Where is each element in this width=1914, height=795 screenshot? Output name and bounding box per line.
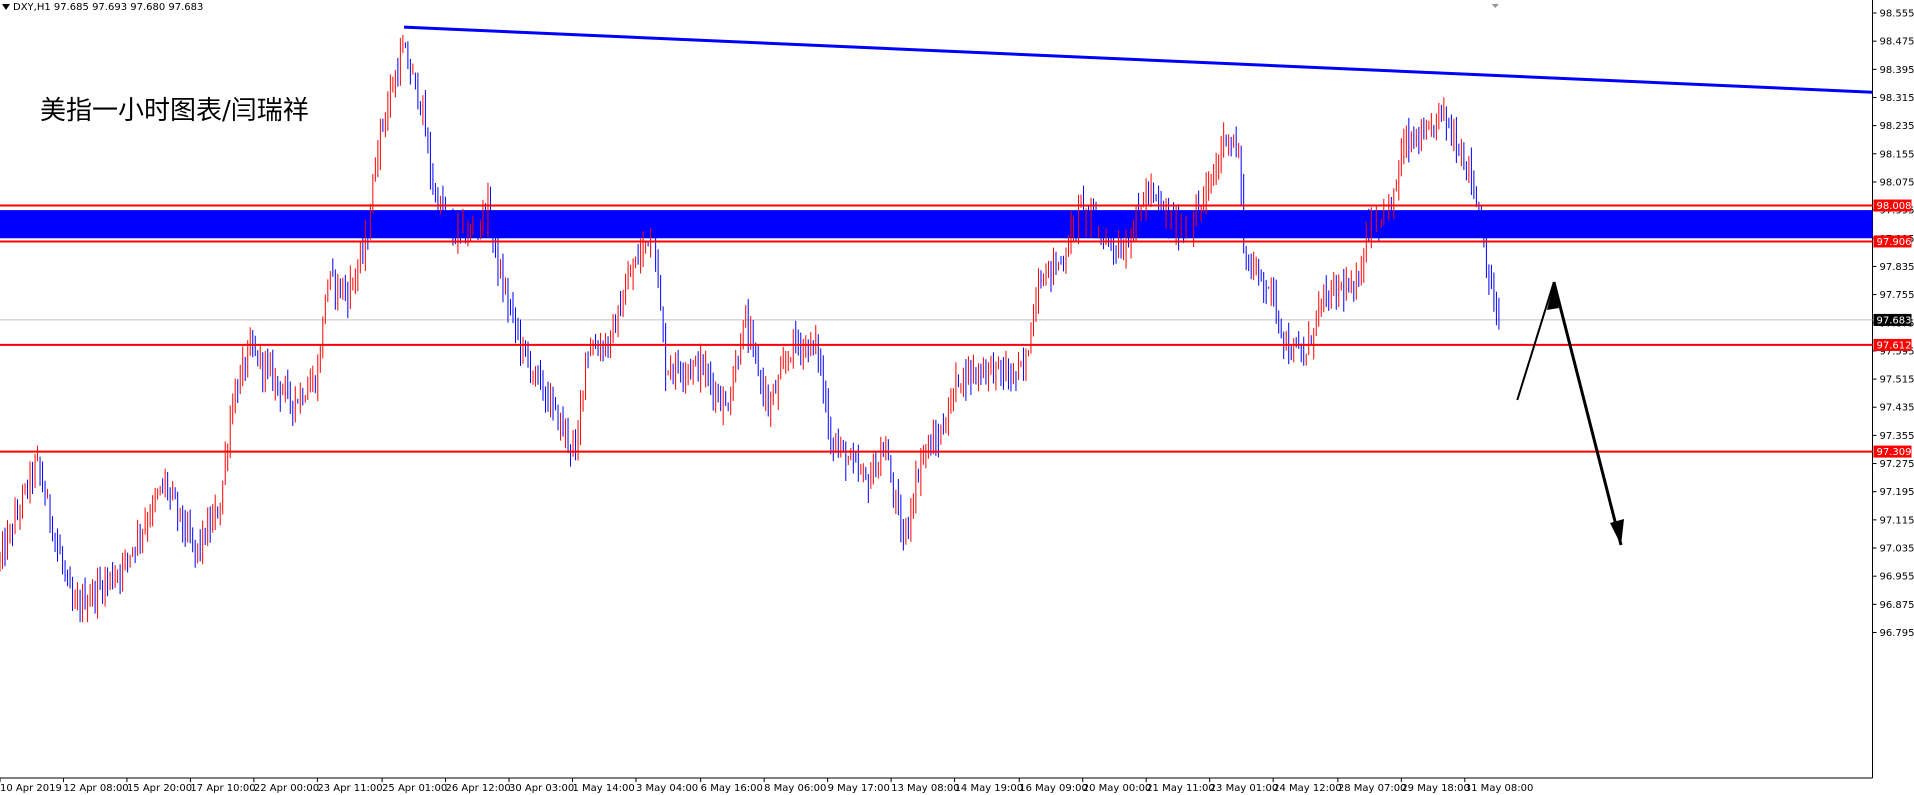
x-tick-label: 23 May 01:00 — [1210, 783, 1279, 794]
x-tick-label: 23 Apr 11:00 — [317, 783, 382, 794]
price-level-label: 97.612 — [1876, 340, 1911, 351]
resistance-zone — [0, 210, 1873, 239]
x-tick-label: 24 May 12:00 — [1273, 783, 1342, 794]
x-tick-label: 10 Apr 2019 — [0, 783, 62, 794]
y-tick-label: 97.755 — [1879, 290, 1914, 301]
y-tick-label: 97.035 — [1879, 544, 1914, 555]
y-tick-label: 97.355 — [1879, 431, 1914, 442]
x-tick-label: 22 Apr 00:00 — [254, 783, 319, 794]
forecast-arrowhead-up — [1546, 282, 1559, 310]
y-tick-label: 96.795 — [1879, 628, 1914, 639]
x-tick-label: 30 Apr 03:00 — [509, 783, 574, 794]
y-tick-label: 96.955 — [1879, 572, 1914, 583]
y-tick-label: 97.115 — [1879, 515, 1914, 526]
forecast-arrow-up — [1516, 281, 1555, 401]
symbol-info-text: DXY,H1 97.685 97.693 97.680 97.683 — [13, 2, 204, 13]
x-tick-label: 20 May 00:00 — [1083, 783, 1152, 794]
price-level-label-bg — [1873, 199, 1912, 212]
symbol-info: DXY,H1 97.685 97.693 97.680 97.683 — [2, 2, 203, 13]
y-tick-label: 97.515 — [1879, 375, 1914, 386]
current-price-label-bg — [1873, 313, 1912, 326]
scroll-marker-icon — [1491, 4, 1499, 8]
price-level-label: 97.309 — [1876, 447, 1911, 458]
price-level-label-bg — [1873, 338, 1912, 351]
x-tick-label: 26 Apr 12:00 — [446, 783, 511, 794]
x-tick-label: 14 May 19:00 — [955, 783, 1024, 794]
forecast-arrowhead-down — [1610, 519, 1625, 545]
y-tick-label: 98.075 — [1879, 177, 1914, 188]
collapse-triangle-icon[interactable] — [2, 4, 10, 10]
forecast-arrow-down — [1552, 281, 1623, 546]
x-tick-label: 6 May 16:00 — [701, 783, 763, 794]
price-level-label-bg — [1873, 235, 1912, 248]
x-tick-label: 8 May 06:00 — [764, 783, 826, 794]
x-tick-label: 28 May 07:00 — [1338, 783, 1407, 794]
current-price-label: 97.683 — [1876, 315, 1911, 326]
y-tick-label: 97.195 — [1879, 487, 1914, 498]
price-level-label: 98.008 — [1876, 201, 1911, 212]
x-tick-label: 29 May 18:00 — [1401, 783, 1470, 794]
x-tick-label: 17 Apr 10:00 — [190, 783, 255, 794]
y-tick-label: 98.475 — [1879, 37, 1914, 48]
y-tick-label: 98.555 — [1879, 9, 1914, 20]
descending-trendline — [403, 25, 1873, 94]
y-tick-label: 98.315 — [1879, 93, 1914, 104]
y-tick-label: 97.275 — [1879, 459, 1914, 470]
x-tick-label: 3 May 04:00 — [636, 783, 698, 794]
price-level-label-bg — [1873, 445, 1912, 458]
y-tick-label: 97.595 — [1879, 346, 1914, 357]
x-tick-label: 16 May 09:00 — [1019, 783, 1088, 794]
y-tick-label: 98.155 — [1879, 149, 1914, 160]
y-tick-label: 97.435 — [1879, 403, 1914, 414]
candles-group — [0, 34, 1500, 623]
x-tick-label: 13 May 08:00 — [891, 783, 960, 794]
x-tick-label: 9 May 17:00 — [828, 783, 890, 794]
y-tick-label: 98.235 — [1879, 121, 1914, 132]
x-tick-label: 15 Apr 20:00 — [127, 783, 192, 794]
chart-annotation: 美指一小时图表/闫瑞祥 — [40, 96, 309, 126]
x-tick-label: 12 Apr 08:00 — [63, 783, 128, 794]
price-level-label: 97.906 — [1876, 237, 1911, 248]
y-tick-label: 97.835 — [1879, 262, 1914, 273]
x-tick-label: 1 May 14:00 — [572, 783, 634, 794]
x-tick-label: 25 Apr 01:00 — [382, 783, 447, 794]
x-tick-label: 31 May 08:00 — [1465, 783, 1534, 794]
y-tick-label: 98.395 — [1879, 65, 1914, 76]
x-tick-label: 21 May 11:00 — [1146, 783, 1215, 794]
y-tick-label: 96.875 — [1879, 600, 1914, 611]
